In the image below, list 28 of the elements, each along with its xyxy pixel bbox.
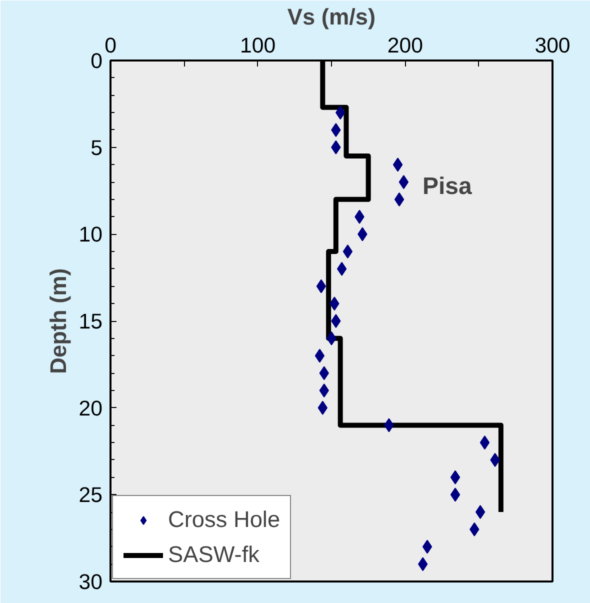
point (342, 244, 353, 259)
point (394, 192, 404, 206)
point (475, 505, 486, 520)
point (336, 262, 347, 276)
y-tick-label: 20 (78, 396, 103, 420)
y-tick-label: 10 (78, 222, 103, 247)
point (316, 279, 326, 294)
point (450, 488, 460, 502)
y-tick-label: 0 (90, 49, 103, 73)
x-tick-label: 200 (387, 34, 424, 58)
y-tick-label: 25 (78, 483, 103, 508)
x-axis-title: Vs (m/s) (287, 4, 376, 30)
x-tick-label: 300 (534, 34, 570, 58)
point (331, 314, 341, 328)
point (480, 436, 490, 450)
y-tick-label: 30 (78, 570, 103, 594)
y-axis-title: Depth (m) (44, 268, 71, 374)
legend-label: SASW-fk (168, 541, 260, 568)
point (398, 175, 409, 190)
x-tick-label: 100 (240, 34, 276, 58)
annotation: Pisa (422, 173, 473, 200)
point (314, 348, 325, 363)
legend-label: Cross Hole (168, 506, 280, 533)
point (450, 470, 460, 484)
y-tick-label: 5 (90, 136, 103, 160)
point (392, 158, 403, 172)
point (422, 540, 432, 554)
y-tick-label: 15 (78, 310, 103, 334)
